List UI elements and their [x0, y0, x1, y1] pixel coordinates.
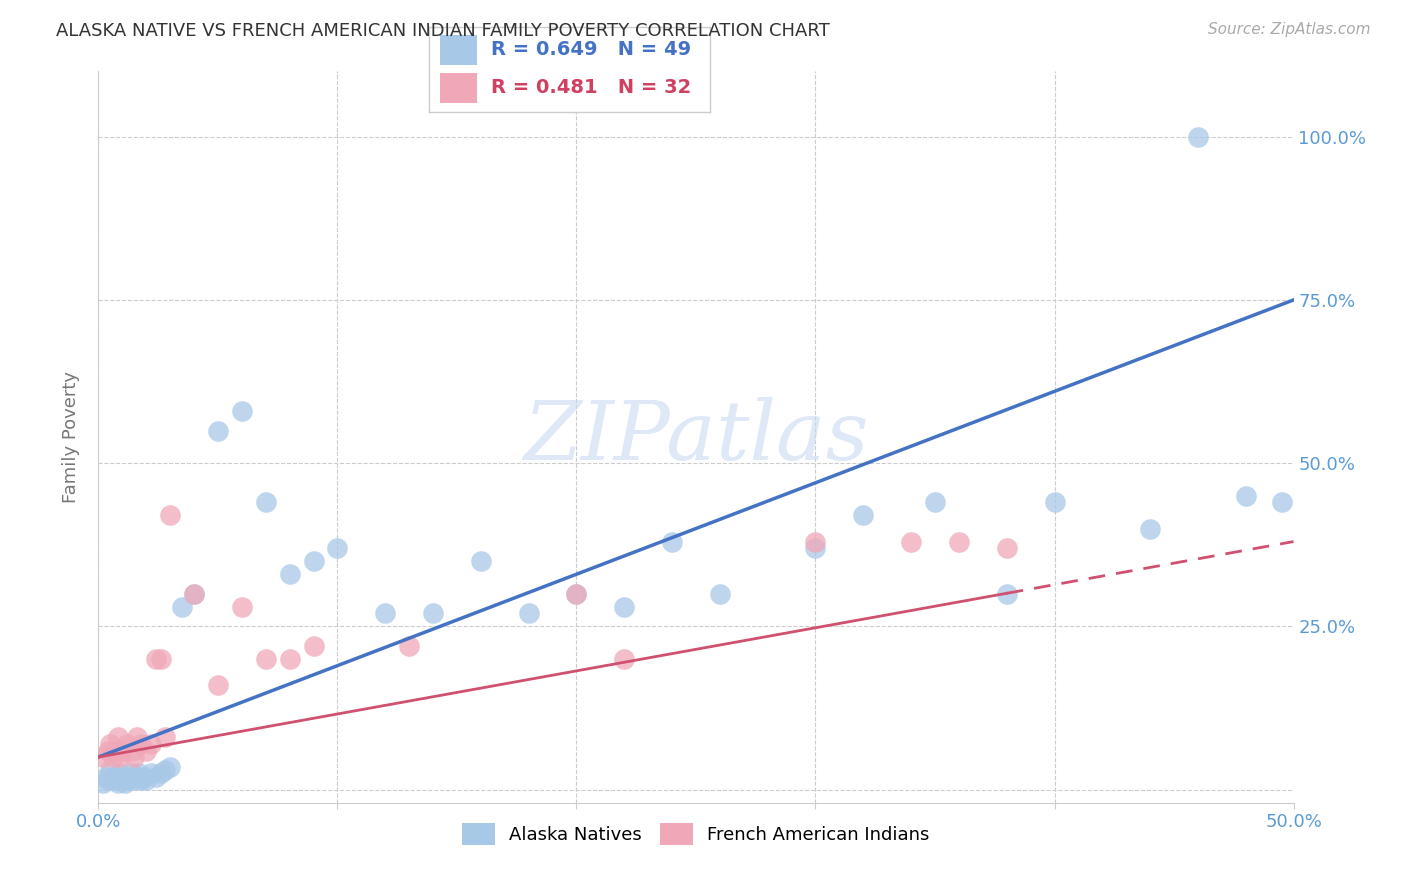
Point — [149, 766, 172, 780]
Point — [149, 652, 172, 666]
Point — [104, 772, 127, 787]
Point — [183, 587, 205, 601]
Point — [374, 607, 396, 621]
Text: R = 0.481   N = 32: R = 0.481 N = 32 — [491, 78, 690, 97]
Point — [1139, 521, 1161, 535]
Point — [107, 731, 129, 745]
Point — [97, 743, 120, 757]
Point — [1234, 489, 1257, 503]
Point — [128, 766, 150, 780]
Point — [139, 737, 162, 751]
Point — [125, 731, 148, 745]
Point — [104, 743, 127, 757]
Point — [278, 567, 301, 582]
Point — [125, 770, 148, 784]
Point — [1043, 495, 1066, 509]
Point — [111, 770, 134, 784]
Point — [398, 639, 420, 653]
Point — [159, 760, 181, 774]
Text: Source: ZipAtlas.com: Source: ZipAtlas.com — [1208, 22, 1371, 37]
Point — [231, 599, 253, 614]
Point — [121, 743, 143, 757]
Point — [155, 763, 177, 777]
Point — [135, 772, 157, 787]
Point — [118, 770, 141, 784]
Point — [131, 737, 153, 751]
Point — [159, 508, 181, 523]
Legend: Alaska Natives, French American Indians: Alaska Natives, French American Indians — [456, 816, 936, 852]
Point — [115, 737, 138, 751]
Point — [101, 770, 124, 784]
Point — [108, 750, 131, 764]
Point — [326, 541, 349, 555]
Point — [470, 554, 492, 568]
Point — [115, 772, 138, 787]
Point — [131, 772, 153, 787]
Point — [278, 652, 301, 666]
Point — [155, 731, 177, 745]
Point — [97, 772, 120, 787]
Point — [804, 534, 827, 549]
Point — [98, 763, 122, 777]
Point — [1187, 129, 1209, 144]
Point — [121, 766, 143, 780]
Point — [254, 652, 277, 666]
Point — [207, 678, 229, 692]
Point — [613, 599, 636, 614]
Point — [900, 534, 922, 549]
Point — [145, 652, 167, 666]
Point — [948, 534, 970, 549]
Point — [995, 541, 1018, 555]
Point — [924, 495, 946, 509]
FancyBboxPatch shape — [440, 73, 477, 103]
Point — [804, 541, 827, 555]
Point — [302, 554, 325, 568]
Point — [565, 587, 588, 601]
Point — [254, 495, 277, 509]
Text: ALASKA NATIVE VS FRENCH AMERICAN INDIAN FAMILY POVERTY CORRELATION CHART: ALASKA NATIVE VS FRENCH AMERICAN INDIAN … — [56, 22, 830, 40]
Point — [94, 770, 117, 784]
Point — [1271, 495, 1294, 509]
Point — [91, 750, 114, 764]
Y-axis label: Family Poverty: Family Poverty — [62, 371, 80, 503]
Point — [145, 770, 167, 784]
Point — [613, 652, 636, 666]
Point — [98, 737, 122, 751]
Point — [517, 607, 540, 621]
Point — [661, 534, 683, 549]
Point — [132, 770, 155, 784]
Point — [135, 743, 157, 757]
Text: R = 0.649   N = 49: R = 0.649 N = 49 — [491, 40, 690, 59]
Point — [172, 599, 194, 614]
Point — [183, 587, 205, 601]
Point — [139, 766, 162, 780]
Point — [565, 587, 588, 601]
Point — [231, 404, 253, 418]
Point — [852, 508, 875, 523]
Point — [995, 587, 1018, 601]
FancyBboxPatch shape — [440, 36, 477, 65]
Point — [422, 607, 444, 621]
Point — [111, 743, 134, 757]
Text: ZIPatlas: ZIPatlas — [523, 397, 869, 477]
Point — [108, 766, 131, 780]
Point — [91, 776, 114, 790]
Point — [709, 587, 731, 601]
Point — [107, 776, 129, 790]
Point — [207, 424, 229, 438]
Point — [124, 772, 146, 787]
Point — [114, 776, 136, 790]
Point — [124, 750, 146, 764]
Point — [101, 750, 124, 764]
Point — [302, 639, 325, 653]
